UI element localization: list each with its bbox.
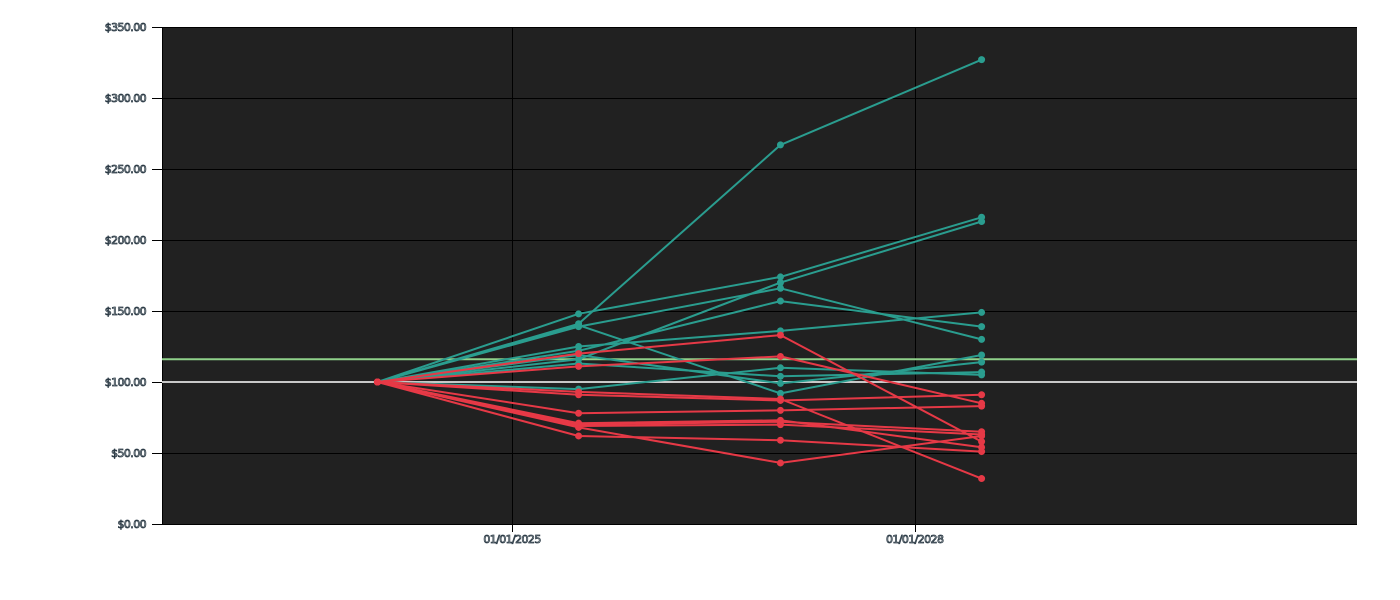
series-line xyxy=(377,366,982,391)
data-point xyxy=(978,368,986,376)
data-point xyxy=(776,141,784,149)
y-tick-label: $0.00 xyxy=(118,518,147,531)
series-line xyxy=(377,362,982,383)
data-point xyxy=(776,459,784,467)
data-point xyxy=(978,323,986,331)
series-line xyxy=(377,355,982,405)
y-tick-label: $200.00 xyxy=(105,234,147,247)
y-tick-label: $300.00 xyxy=(105,92,147,105)
data-point xyxy=(978,402,986,410)
series-line xyxy=(377,300,982,383)
data-point xyxy=(978,335,986,343)
data-point xyxy=(575,350,583,358)
data-point xyxy=(978,443,986,451)
data-point xyxy=(776,279,784,287)
x-tick-label: 01/01/2025 xyxy=(483,533,541,546)
data-point xyxy=(776,297,784,305)
data-point xyxy=(776,395,784,403)
x-tick-label: 01/01/2028 xyxy=(886,533,944,546)
data-point xyxy=(978,438,986,446)
data-point xyxy=(575,362,583,370)
series-line xyxy=(377,381,982,480)
series-line xyxy=(377,334,983,443)
series-line xyxy=(377,381,982,464)
y-axis-tick-labels: $0.00 $50.00 $100.00 $150.00 $200.00 $250.00 $… xyxy=(104,21,147,532)
data-point xyxy=(575,310,583,318)
series-20 xyxy=(373,378,986,483)
series-line xyxy=(377,381,982,415)
plot-background xyxy=(162,27,1357,524)
data-point xyxy=(978,432,986,440)
y-tick-label: $50.00 xyxy=(111,447,146,460)
series-line xyxy=(377,381,982,402)
data-point xyxy=(575,321,583,329)
data-point xyxy=(776,331,784,339)
data-point xyxy=(978,218,986,226)
y-tick-label: $150.00 xyxy=(105,305,147,318)
series-line xyxy=(377,311,982,383)
y-tick-label: $100.00 xyxy=(105,376,147,389)
data-point xyxy=(978,351,986,359)
data-point xyxy=(978,358,986,366)
series-line xyxy=(377,381,982,453)
y-tick-label: $350.00 xyxy=(105,21,147,34)
data-point xyxy=(776,284,784,292)
data-point xyxy=(776,364,784,372)
data-point xyxy=(776,372,784,380)
data-point xyxy=(776,416,784,424)
series-lines xyxy=(373,56,986,483)
series-line xyxy=(377,216,982,383)
data-point xyxy=(575,409,583,417)
data-point xyxy=(776,436,784,444)
data-point xyxy=(575,432,583,440)
data-point xyxy=(776,352,784,360)
data-point xyxy=(978,56,986,64)
data-point xyxy=(776,406,784,414)
data-point xyxy=(373,378,381,386)
data-point xyxy=(776,379,784,387)
data-point xyxy=(978,308,986,316)
y-tick-label: $250.00 xyxy=(105,163,147,176)
data-point xyxy=(978,391,986,399)
data-point xyxy=(575,388,583,396)
x-axis-tick-labels: 01/01/2025 01/01/2028 xyxy=(483,533,945,547)
reference-lines xyxy=(162,358,1357,383)
series-line xyxy=(377,220,982,383)
series-line xyxy=(377,381,982,449)
data-point xyxy=(575,419,583,427)
data-point xyxy=(978,475,986,483)
data-point xyxy=(776,389,784,397)
data-point xyxy=(776,273,784,281)
